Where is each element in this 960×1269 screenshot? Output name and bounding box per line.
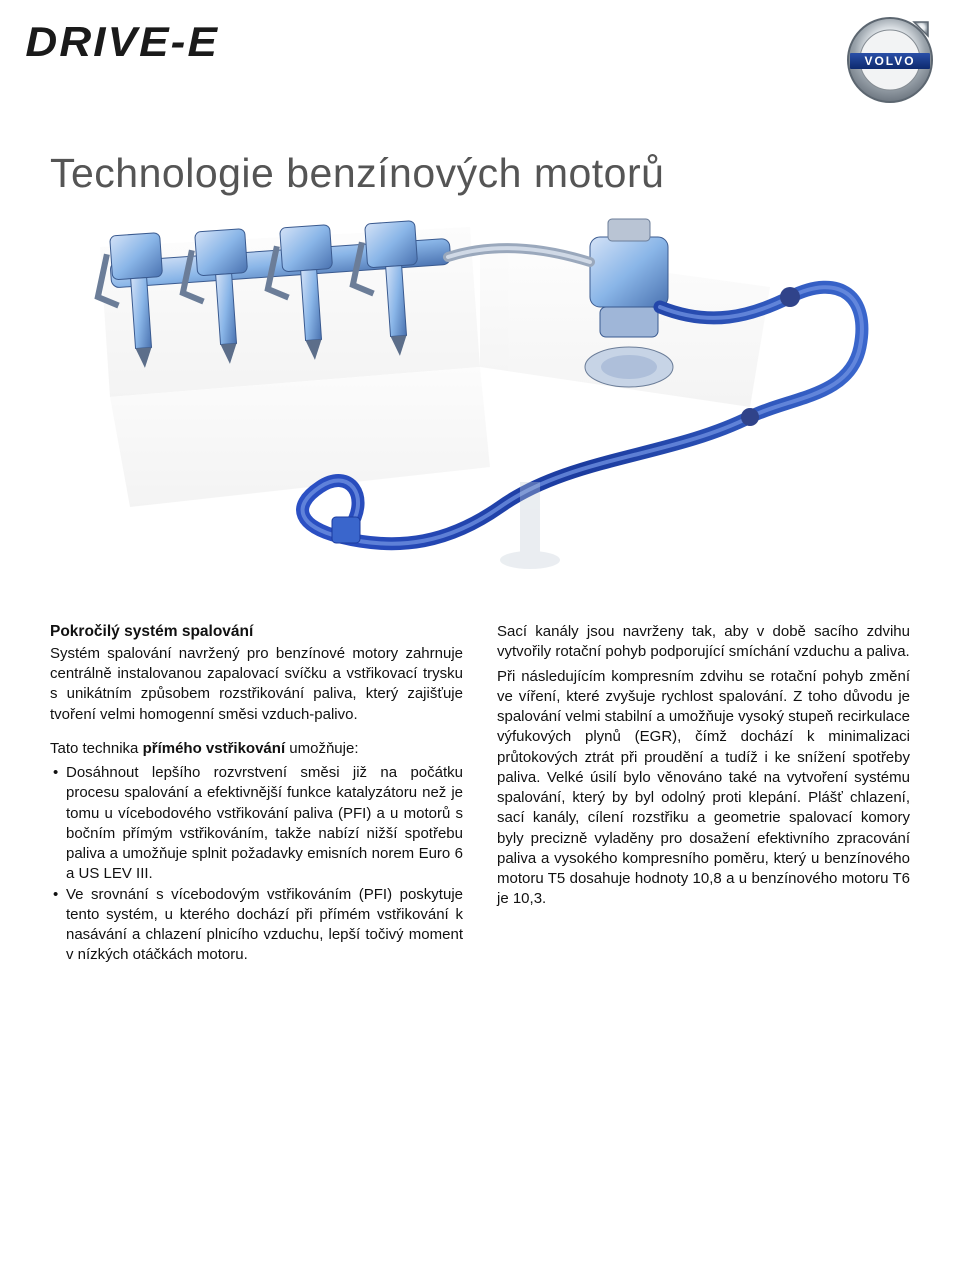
right-paragraph-2: Při následujícím kompresním zdvihu se ro…	[497, 667, 910, 910]
bullet-item-2: Ve srovnání s vícebodovým vstřikováním (…	[50, 885, 463, 966]
bullet-list: Dosáhnout lepšího rozvrstvení směsi již …	[50, 763, 463, 966]
fuel-injection-diagram	[50, 207, 910, 597]
left-column: Pokročilý systém spalování Systém spalov…	[50, 622, 463, 966]
right-paragraph-1: Sací kanály jsou navrženy tak, aby v dob…	[497, 622, 910, 663]
page-title: Technologie benzínových motorů	[50, 150, 960, 197]
bullet-item-1: Dosáhnout lepšího rozvrstvení směsi již …	[50, 763, 463, 885]
volvo-text: VOLVO	[864, 54, 915, 68]
subheading-combustion: Pokročilý systém spalování	[50, 622, 463, 643]
left-paragraph-1: Systém spalování navržený pro benzínové …	[50, 644, 463, 725]
left-lead-in: Tato technika přímého vstřikování umožňu…	[50, 739, 463, 759]
brand-wordmark: DRIVE-E	[25, 18, 219, 66]
right-column: Sací kanály jsou navrženy tak, aby v dob…	[497, 622, 910, 966]
volvo-logo: VOLVO	[840, 10, 940, 110]
